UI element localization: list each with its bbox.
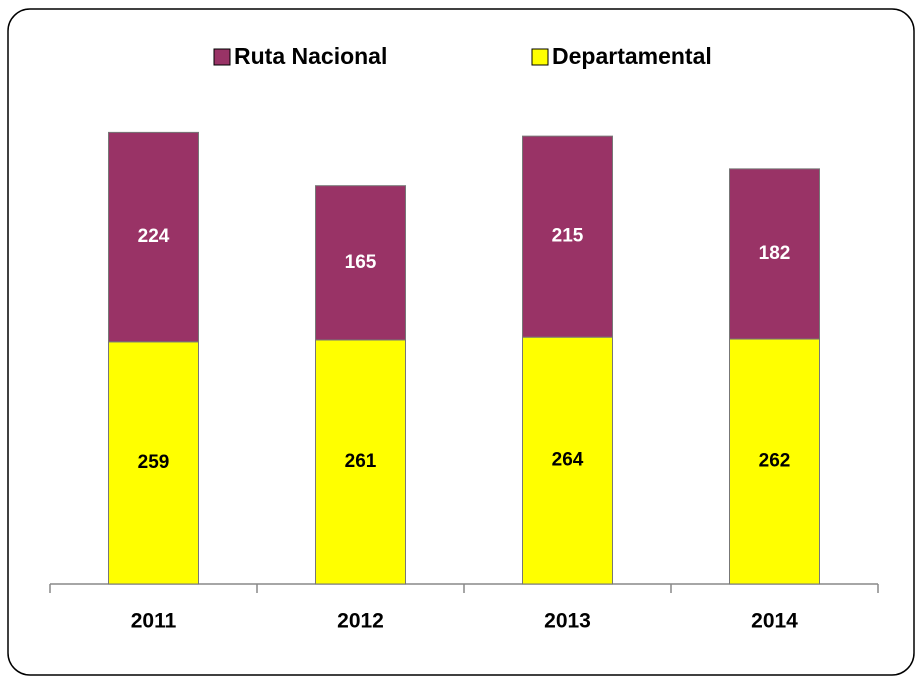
chart-frame bbox=[7, 8, 915, 676]
data-label: 259 bbox=[138, 452, 170, 473]
bar-segment bbox=[729, 168, 820, 340]
bar-segment bbox=[522, 135, 613, 338]
data-label: 165 bbox=[345, 252, 377, 273]
legend-swatch bbox=[213, 48, 231, 66]
bar-segment bbox=[108, 341, 199, 585]
bar-segment bbox=[108, 131, 199, 343]
legend-swatch bbox=[531, 48, 549, 66]
x-tick-label: 2012 bbox=[337, 610, 384, 633]
x-tick-label: 2011 bbox=[131, 610, 177, 633]
data-label: 224 bbox=[138, 226, 170, 247]
x-tick-label: 2013 bbox=[544, 610, 591, 633]
data-label: 182 bbox=[759, 243, 791, 264]
legend-label: Ruta Nacional bbox=[234, 43, 387, 69]
bar-segment bbox=[522, 336, 613, 585]
data-label: 261 bbox=[345, 451, 377, 472]
data-label: 262 bbox=[759, 451, 791, 472]
bar-segment bbox=[315, 339, 406, 585]
bar-segment bbox=[315, 185, 406, 341]
x-tick-label: 2014 bbox=[751, 610, 798, 633]
data-label: 215 bbox=[552, 226, 584, 247]
data-label: 264 bbox=[552, 450, 584, 471]
legend-label: Departamental bbox=[552, 43, 712, 69]
